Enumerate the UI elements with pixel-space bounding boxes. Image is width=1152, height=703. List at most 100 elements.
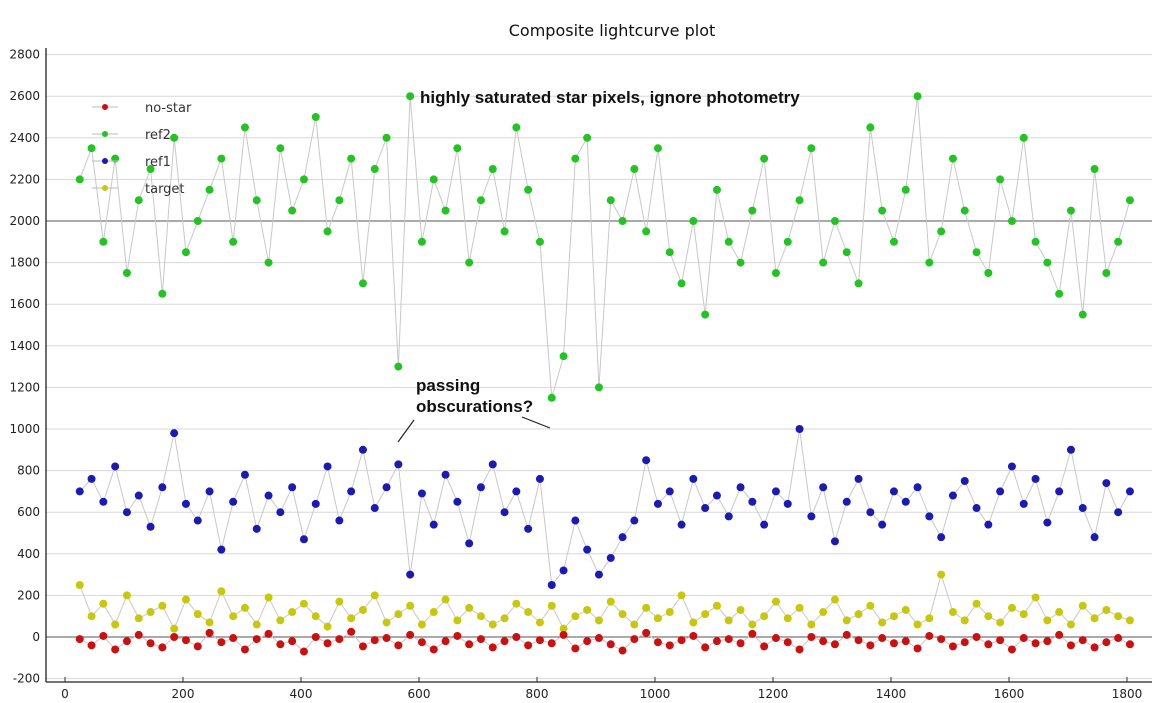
data-point-ref1 <box>75 487 84 496</box>
data-point-ref1 <box>299 535 308 544</box>
data-point-ref2 <box>701 310 710 319</box>
data-point-ref2 <box>87 144 96 153</box>
data-point-ref1 <box>370 504 379 513</box>
data-point-no-star <box>771 634 780 643</box>
data-point-ref2 <box>158 289 167 298</box>
data-point-no-star <box>217 638 226 647</box>
data-point-target <box>1019 610 1028 619</box>
data-point-ref1 <box>1078 504 1087 513</box>
data-point-target <box>264 593 273 602</box>
data-point-no-star <box>819 637 828 646</box>
annotation-obscurations-line1: passing <box>416 376 480 395</box>
data-point-target <box>181 595 190 604</box>
data-point-ref1 <box>500 508 509 517</box>
data-point-ref1 <box>382 483 391 492</box>
data-point-ref1 <box>583 545 592 554</box>
data-point-ref1 <box>394 460 403 469</box>
data-point-ref1 <box>1019 499 1028 508</box>
data-point-target <box>630 620 639 629</box>
data-point-target <box>960 616 969 625</box>
data-point-ref2 <box>807 144 816 153</box>
data-point-ref2 <box>288 206 297 215</box>
chart-title: Composite lightcurve plot <box>509 21 716 40</box>
data-point-ref1 <box>323 462 332 471</box>
data-point-ref1 <box>1114 508 1123 517</box>
data-point-ref1 <box>1043 518 1052 527</box>
data-point-no-star <box>559 630 568 639</box>
data-point-target <box>854 610 863 619</box>
data-point-no-star <box>889 639 898 648</box>
data-point-ref1 <box>134 491 143 500</box>
data-point-no-star <box>689 631 698 640</box>
data-point-ref2 <box>996 175 1005 184</box>
data-point-no-star <box>205 628 214 637</box>
data-point-ref2 <box>937 227 946 236</box>
data-point-ref1 <box>665 487 674 496</box>
series-line-ref1 <box>79 428 1131 587</box>
data-point-no-star <box>1055 630 1064 639</box>
data-point-target <box>807 620 816 629</box>
data-point-ref1 <box>217 545 226 554</box>
data-point-target <box>1102 605 1111 614</box>
data-point-target <box>689 618 698 627</box>
data-point-ref1 <box>736 483 745 492</box>
data-point-no-star <box>229 634 238 643</box>
data-point-target <box>311 612 320 621</box>
data-point-ref1 <box>842 497 851 506</box>
annotation-saturated: highly saturated star pixels, ignore pho… <box>420 88 800 107</box>
data-point-ref2 <box>476 196 485 205</box>
data-point-ref1 <box>347 487 356 496</box>
data-point-ref2 <box>771 269 780 277</box>
data-point-ref2 <box>299 175 308 184</box>
data-point-no-star <box>948 642 957 651</box>
data-point-target <box>571 612 580 621</box>
data-point-target <box>1031 593 1040 602</box>
data-point-ref1 <box>229 497 238 506</box>
data-point-no-star <box>748 629 757 638</box>
data-point-ref1 <box>311 499 320 508</box>
data-point-target <box>370 591 379 600</box>
data-point-target <box>453 616 462 625</box>
data-point-ref1 <box>1090 533 1099 542</box>
data-point-no-star <box>323 639 332 648</box>
data-point-no-star <box>1078 636 1087 645</box>
data-point-ref1 <box>99 497 108 506</box>
data-point-no-star <box>1007 645 1016 654</box>
data-point-ref1 <box>830 537 839 546</box>
data-point-no-star <box>594 634 603 643</box>
data-point-target <box>559 624 568 633</box>
data-point-no-star <box>500 637 509 646</box>
y-tick-label: 600 <box>17 505 40 519</box>
data-point-ref1 <box>158 483 167 492</box>
data-point-target <box>358 605 367 614</box>
data-point-target <box>205 618 214 627</box>
data-point-ref2 <box>854 279 863 288</box>
data-point-ref1 <box>984 520 993 529</box>
data-point-target <box>134 614 143 623</box>
data-point-target <box>937 570 946 579</box>
data-point-no-star <box>1114 634 1123 643</box>
data-point-ref1 <box>240 470 249 479</box>
data-point-no-star <box>299 647 308 656</box>
data-point-no-star <box>984 640 993 649</box>
data-point-ref1 <box>1031 474 1040 483</box>
data-point-ref2 <box>453 144 462 153</box>
data-point-ref2 <box>1031 237 1040 246</box>
data-point-ref2 <box>170 133 179 142</box>
y-tick-label: 200 <box>17 588 40 602</box>
data-point-no-star <box>146 639 155 648</box>
y-tick-label: 2600 <box>9 89 40 103</box>
data-point-no-star <box>453 631 462 640</box>
data-point-target <box>606 597 615 606</box>
data-point-target <box>193 610 202 619</box>
data-point-ref2 <box>75 175 84 184</box>
data-point-ref1 <box>960 477 969 485</box>
legend-item-ref1: ref1 <box>92 155 171 170</box>
data-point-ref2 <box>653 144 662 153</box>
data-point-ref1 <box>512 487 521 496</box>
data-point-target <box>1090 614 1099 623</box>
data-point-target <box>795 603 804 612</box>
series-line-target <box>79 572 1131 630</box>
data-point-ref2 <box>1007 217 1016 225</box>
data-point-target <box>382 618 391 627</box>
